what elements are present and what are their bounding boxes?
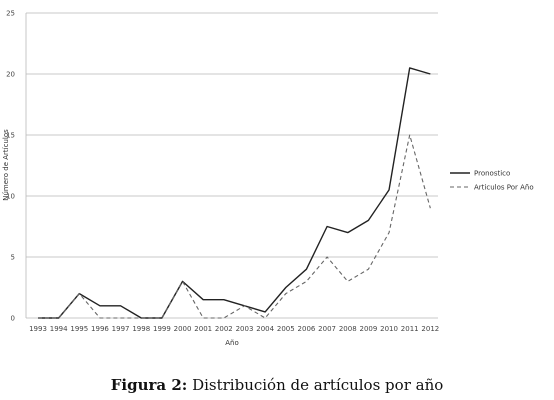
- x-tick-label: 2001: [194, 325, 212, 333]
- x-tick-label: 2002: [215, 325, 233, 333]
- caption-text: Distribución de artículos por año: [192, 376, 444, 394]
- series-line-2: [38, 134, 431, 319]
- x-tick-label: 2008: [339, 325, 357, 333]
- y-axis-title: Número de Artículos: [2, 129, 10, 201]
- legend-label: Articulos Por Año: [474, 184, 534, 192]
- x-tick-label: 2011: [401, 325, 419, 333]
- x-tick-label: 1995: [70, 325, 88, 333]
- y-tick-label: 25: [6, 10, 15, 18]
- legend-label: Pronostico: [474, 170, 510, 178]
- x-axis-title: Año: [225, 339, 239, 347]
- x-tick-labels: 1993 1994 1995 1996 1997 1998 1999 2000 2001 2002…: [29, 325, 439, 333]
- x-tick-label: 2012: [421, 325, 439, 333]
- x-tick-label: 2004: [256, 325, 274, 333]
- y-tick-label: 10: [6, 193, 15, 201]
- series-lines: [38, 67, 431, 319]
- y-tick-labels: 0 5 10 15 20 25: [6, 10, 15, 323]
- legend: Pronostico Articulos Por Año: [450, 170, 534, 192]
- x-tick-label: 2005: [277, 325, 295, 333]
- x-tick-label: 2003: [236, 325, 254, 333]
- x-tick-label: 2007: [318, 325, 336, 333]
- x-tick-label: 1996: [91, 325, 109, 333]
- y-tick-label: 0: [11, 315, 15, 323]
- y-tick-label: 15: [6, 132, 15, 140]
- x-tick-label: 2000: [174, 325, 192, 333]
- figure-caption: Figura 2: Distribución de artículos por …: [0, 376, 554, 394]
- series-line-1: [38, 67, 431, 319]
- x-tick-label: 1993: [29, 325, 47, 333]
- y-tick-label: 5: [11, 254, 15, 262]
- x-tick-label: 1997: [112, 325, 130, 333]
- grid-lines: [25, 12, 438, 319]
- x-tick-label: 2010: [380, 325, 398, 333]
- x-tick-label: 1999: [153, 325, 171, 333]
- x-tick-label: 1994: [50, 325, 68, 333]
- x-tick-label: 2009: [359, 325, 377, 333]
- caption-label: Figura 2:: [110, 376, 188, 394]
- x-tick-label: 2006: [298, 325, 316, 333]
- x-tick-label: 1998: [132, 325, 150, 333]
- y-tick-label: 20: [6, 71, 15, 79]
